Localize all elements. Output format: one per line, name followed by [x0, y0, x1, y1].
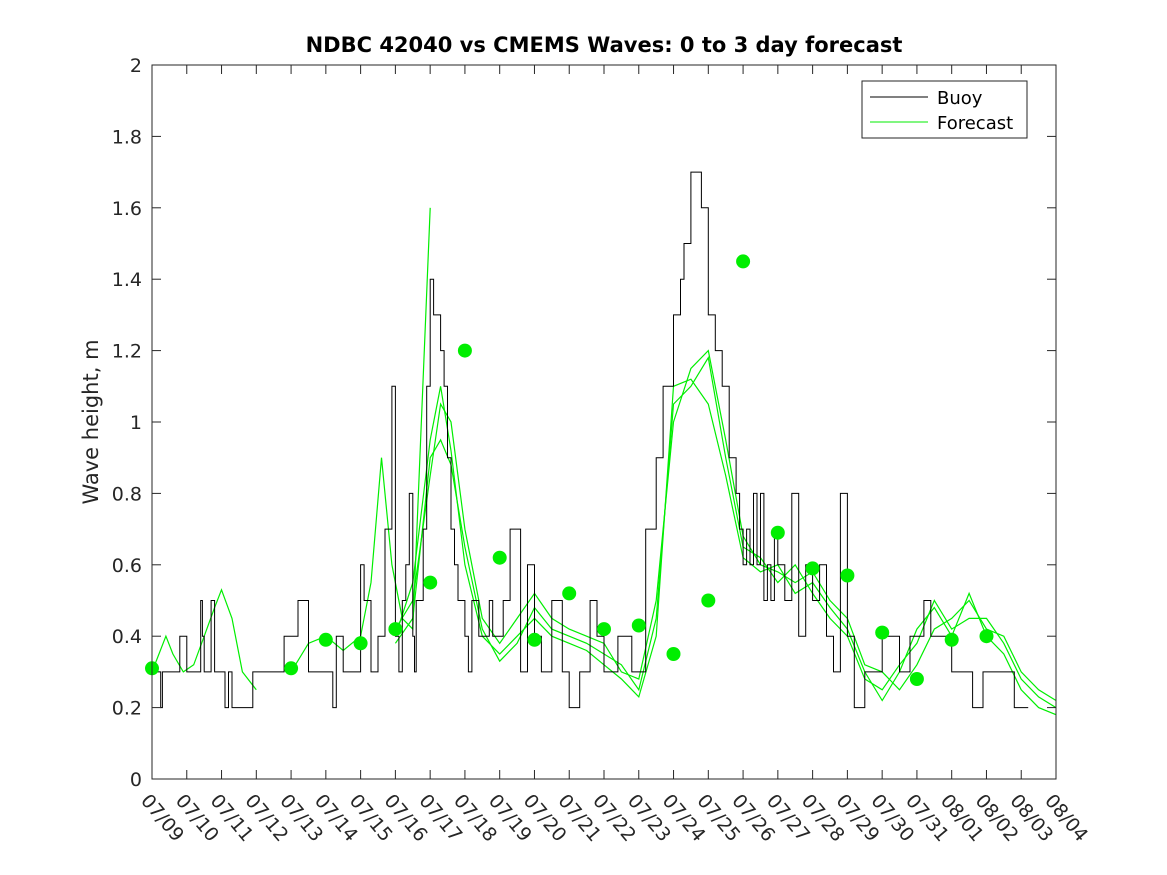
forecast-marker	[701, 593, 716, 608]
legend: Buoy Forecast	[861, 80, 1028, 139]
forecast-line-5	[394, 378, 1057, 716]
forecast-marker	[736, 254, 751, 269]
y-tick-label: 0.2	[112, 698, 142, 720]
y-axis-label: Wave height, m	[79, 339, 103, 504]
y-tick-label: 0.8	[112, 483, 142, 505]
forecast-marker	[353, 636, 368, 651]
forecast-marker	[597, 622, 611, 637]
forecast-marker	[631, 618, 646, 633]
y-tick-label: 1.6	[112, 198, 142, 220]
forecast-marker	[388, 622, 403, 637]
legend-forecast-label: Forecast	[937, 113, 1013, 134]
y-tick-label: 1.8	[112, 126, 142, 148]
y-tick-label: 0.4	[112, 626, 142, 648]
forecast-marker	[805, 561, 820, 576]
y-tick-label: 1.4	[112, 269, 142, 291]
plot-lines	[145, 171, 1057, 716]
forecast-marker	[492, 550, 507, 565]
y-tick-label: 1	[130, 412, 142, 434]
forecast-marker	[318, 632, 333, 647]
forecast-marker	[284, 661, 299, 676]
y-tick-label: 0.6	[112, 555, 142, 577]
chart-title: NDBC 42040 vs CMEMS Waves: 0 to 3 day fo…	[306, 33, 903, 57]
forecast-marker	[979, 629, 994, 644]
forecast-marker	[909, 672, 924, 686]
y-tick-label: 2	[130, 55, 142, 77]
forecast-marker	[457, 343, 472, 358]
forecast-marker	[944, 632, 959, 647]
legend-buoy-label: Buoy	[937, 88, 983, 109]
forecast-line-3	[394, 349, 1057, 702]
forecast-marker	[527, 632, 542, 647]
forecast-marker	[840, 568, 855, 583]
legend-box	[861, 80, 1028, 139]
buoy-line	[152, 171, 1029, 709]
y-tick-label: 0	[130, 769, 142, 791]
forecast-marker	[770, 525, 785, 540]
forecast-marker	[875, 625, 890, 640]
y-tick-label: 1.2	[112, 341, 142, 363]
y-axis: 0 0.2 0.4 0.6 0.8 1 1.2 1.4 1.6 1.8 2	[112, 55, 1056, 791]
forecast-marker	[423, 575, 438, 590]
forecast-marker	[562, 586, 577, 601]
forecast-marker	[666, 647, 681, 661]
